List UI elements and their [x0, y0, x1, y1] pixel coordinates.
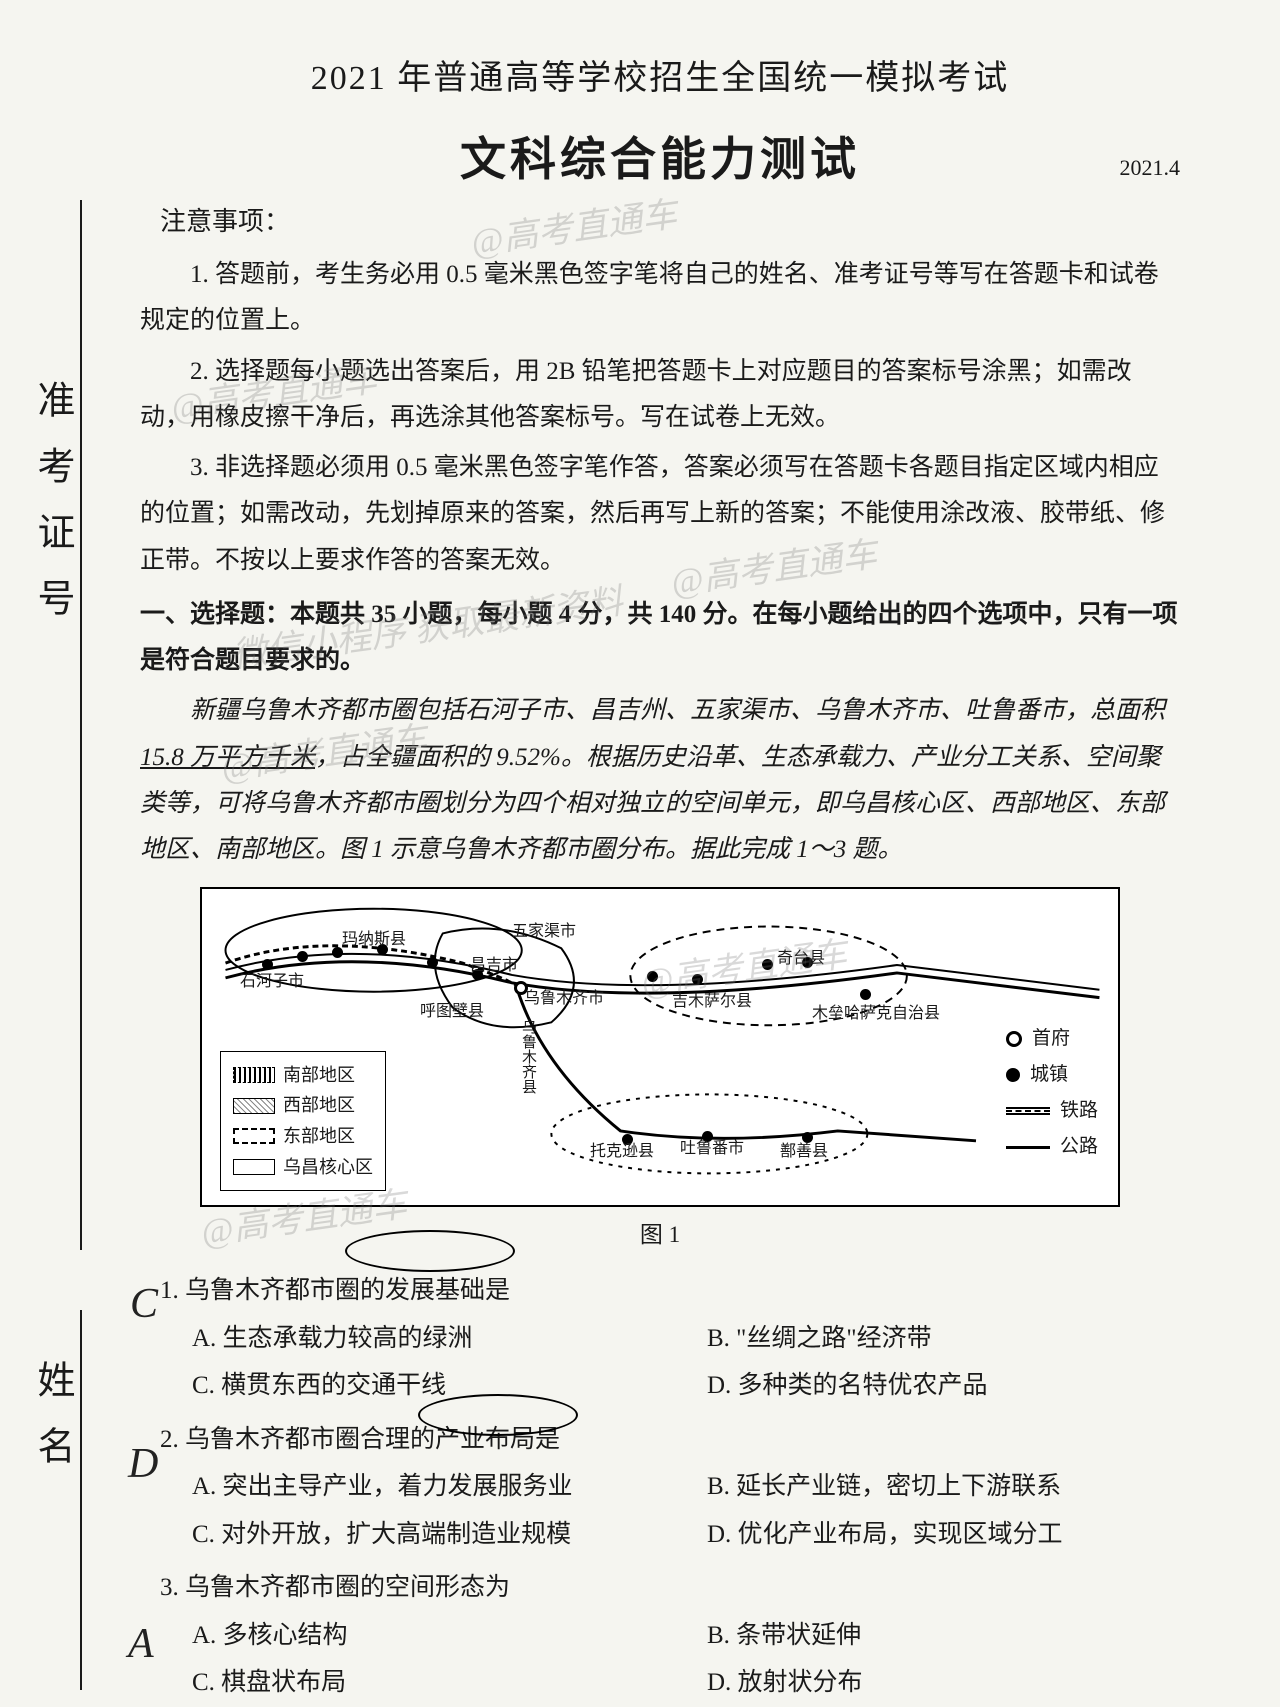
q2-opt-a: A. 突出主导产业，着力发展服务业: [160, 1463, 675, 1511]
q1-stem: 1. 乌鲁木齐都市圈的发展基础是: [160, 1267, 1190, 1315]
legend-row: 东部地区: [233, 1121, 373, 1152]
map-city-label: 乌鲁木齐市: [524, 984, 604, 1008]
map-city-label: 奇台县: [777, 944, 825, 968]
exam-header-line1: 2021 年普通高等学校招生全国统一模拟考试: [130, 50, 1190, 99]
map-city-label: 昌吉市: [470, 951, 518, 975]
map-city-label: 五家渠市: [512, 917, 576, 941]
legend-symbol: [1006, 1146, 1050, 1149]
legend-label: 铁路: [1060, 1093, 1098, 1129]
q3-opt-c: C. 棋盘状布局: [160, 1659, 675, 1707]
q3-opt-a: A. 多核心结构: [160, 1612, 675, 1660]
name-label: 姓名: [25, 1360, 80, 1492]
notice-item-2: 2. 选择题每小题选出答案后，用 2B 铅笔把答题卡上对应题目的答案标号涂黑；如…: [140, 349, 1180, 442]
q1-opt-b: B. "丝绸之路"经济带: [675, 1315, 1190, 1363]
legend-row: 首府: [1006, 1021, 1098, 1057]
map-legend-right: 首府城镇铁路公路: [1006, 1021, 1098, 1165]
map-city-label: 吉木萨尔县: [672, 987, 752, 1011]
map-city-label: 乌鲁木齐县: [518, 1019, 539, 1094]
question-2: 2. 乌鲁木齐都市圈合理的产业布局是 A. 突出主导产业，着力发展服务业 B. …: [160, 1416, 1190, 1559]
legend-row: 西部地区: [233, 1090, 373, 1121]
map-city-label: 玛纳斯县: [342, 925, 406, 949]
q1-opt-d: D. 多种类的名特优农产品: [675, 1362, 1190, 1410]
map-city-label: 石河子市: [240, 967, 304, 991]
legend-row: 城镇: [1006, 1057, 1098, 1093]
margin-rule-2: [80, 1310, 82, 1690]
legend-label: 乌昌核心区: [283, 1152, 373, 1183]
passage-prefix-a: 新疆乌鲁木齐都市圈包括石河子市、昌吉州、五家渠市、乌鲁木齐市、吐鲁番市，总面积: [190, 697, 1165, 724]
map-city-label: 托克逊县: [590, 1137, 654, 1161]
legend-label: 东部地区: [283, 1121, 355, 1152]
exam-header-line2: 文科综合能力测试: [130, 123, 1190, 189]
legend-swatch: [233, 1159, 275, 1175]
legend-row: 铁路: [1006, 1093, 1098, 1129]
legend-label: 城镇: [1030, 1057, 1068, 1093]
legend-label: 首府: [1032, 1021, 1070, 1057]
exam-date: 2021.4: [1120, 155, 1181, 181]
handwritten-answer: C: [130, 1280, 158, 1328]
q1-opt-a: A. 生态承载力较高的绿洲: [160, 1315, 675, 1363]
map-city-label: 呼图壁县: [420, 997, 484, 1021]
q2-stem: 2. 乌鲁木齐都市圈合理的产业布局是: [160, 1416, 1190, 1464]
legend-row: 乌昌核心区: [233, 1152, 373, 1183]
q2-opt-b: B. 延长产业链，密切上下游联系: [675, 1463, 1190, 1511]
figure-1-map: 石河子市 玛纳斯县昌吉市呼图壁县 五家渠市乌鲁木齐市乌鲁木齐县 吉木萨尔县 奇台县木垒哈…: [200, 887, 1120, 1207]
q2-opt-c: C. 对外开放，扩大高端制造业规模: [160, 1511, 675, 1559]
map-city-label: 木垒哈萨克自治县: [812, 999, 940, 1023]
legend-swatch: [233, 1128, 275, 1144]
q3-stem: 3. 乌鲁木齐都市圈的空间形态为: [160, 1564, 1190, 1612]
legend-symbol: [1006, 1068, 1020, 1082]
admission-ticket-label: 准考证号: [25, 380, 80, 644]
margin-rule-1: [80, 200, 82, 1250]
notice-title: 注意事项：: [160, 201, 1190, 238]
legend-symbol: [1006, 1107, 1050, 1115]
figure-1-label: 图 1: [130, 1215, 1190, 1249]
legend-row: 南部地区: [233, 1060, 373, 1091]
legend-row: 公路: [1006, 1129, 1098, 1165]
handwritten-answer: A: [128, 1620, 154, 1668]
q3-opt-d: D. 放射状分布: [675, 1659, 1190, 1707]
question-3: 3. 乌鲁木齐都市圈的空间形态为 A. 多核心结构 B. 条带状延伸 C. 棋盘…: [160, 1564, 1190, 1707]
legend-label: 公路: [1060, 1129, 1098, 1165]
section-1-header: 一、选择题：本题共 35 小题，每小题 4 分，共 140 分。在每小题给出的四…: [140, 592, 1180, 685]
legend-swatch: [233, 1098, 275, 1114]
q2-opt-d: D. 优化产业布局，实现区域分工: [675, 1511, 1190, 1559]
question-1: 1. 乌鲁木齐都市圈的发展基础是 A. 生态承载力较高的绿洲 B. "丝绸之路"…: [160, 1267, 1190, 1410]
handwritten-answer: D: [128, 1440, 158, 1488]
legend-swatch: [233, 1067, 275, 1083]
map-city-label: 吐鲁番市: [680, 1134, 744, 1158]
q1-opt-c: C. 横贯东西的交通干线: [160, 1362, 675, 1410]
map-city-label: 鄯善县: [780, 1137, 828, 1161]
legend-label: 西部地区: [283, 1090, 355, 1121]
notice-item-1: 1. 答题前，考生务必用 0.5 毫米黑色签字笔将自己的姓名、准考证号等写在答题…: [140, 252, 1180, 345]
legend-label: 南部地区: [283, 1060, 355, 1091]
q3-opt-b: B. 条带状延伸: [675, 1612, 1190, 1660]
passage-text: 新疆乌鲁木齐都市圈包括石河子市、昌吉州、五家渠市、乌鲁木齐市、吐鲁番市，总面积 …: [140, 688, 1180, 873]
notice-item-3: 3. 非选择题必须用 0.5 毫米黑色签字笔作答，答案必须写在答题卡各题目指定区…: [140, 445, 1180, 584]
legend-symbol: [1006, 1031, 1022, 1047]
passage-underlined: 15.8 万平方千米: [140, 744, 315, 771]
map-legend-left: 南部地区西部地区东部地区乌昌核心区: [220, 1051, 386, 1191]
